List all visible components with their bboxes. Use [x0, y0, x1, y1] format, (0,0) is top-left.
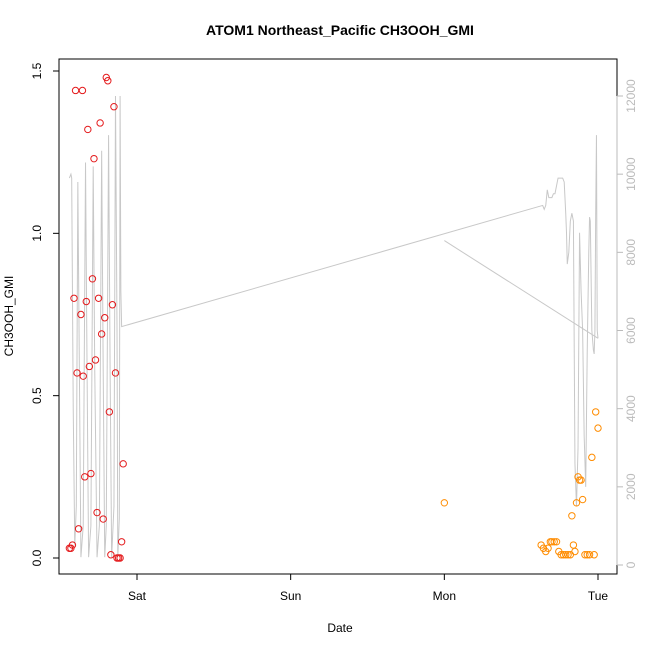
- data-point-series-2: [557, 551, 565, 559]
- y2-tick-label: 12000: [624, 79, 638, 113]
- y2-tick-label: 2000: [624, 473, 638, 500]
- data-point-series-1: [117, 538, 126, 546]
- chart-title: ATOM1 Northeast_Pacific CH3OOH_GMI: [206, 22, 474, 38]
- y2-tick-label: 8000: [624, 239, 638, 266]
- data-point-series-1: [93, 508, 101, 517]
- data-point-series-2: [564, 551, 572, 559]
- data-point-series-1: [70, 294, 78, 302]
- data-point-series-2: [569, 541, 578, 549]
- data-point-series-2: [581, 551, 589, 559]
- y-tick-label: 1.0: [30, 225, 44, 242]
- x-tick-label: Sun: [280, 589, 301, 603]
- data-point-series-2: [440, 499, 449, 507]
- data-point-series-1: [81, 473, 89, 481]
- data-point-series-1: [105, 408, 114, 416]
- data-point-series-2: [544, 544, 552, 552]
- data-point-series-1: [78, 86, 87, 95]
- data-point-series-1: [84, 125, 92, 134]
- y-axis-right: 0 2000 4000 6000 8000 10000 12000: [616, 79, 638, 568]
- data-point-series-2: [562, 551, 570, 559]
- x-tick-label: Mon: [433, 589, 456, 603]
- data-point-series-1: [88, 275, 97, 283]
- data-point-series-1: [73, 369, 81, 377]
- data-point-series-1: [104, 77, 112, 85]
- data-point-series-1: [71, 86, 80, 95]
- y2-tick-label: 0: [624, 561, 638, 568]
- data-point-series-2: [552, 538, 561, 546]
- data-point-series-1: [68, 541, 77, 549]
- x-axis: Sat Sun Mon Tue: [128, 573, 609, 603]
- points-layer: [65, 73, 602, 562]
- data-point-series-2: [585, 551, 594, 559]
- plot-box: [58, 58, 618, 575]
- data-point-series-1: [79, 372, 87, 380]
- data-point-series-1: [91, 356, 100, 364]
- data-point-series-1: [77, 310, 85, 319]
- data-point-series-1: [111, 369, 120, 377]
- data-point-series-2: [572, 499, 581, 507]
- y2-tick-label: 6000: [624, 317, 638, 344]
- data-point-series-1: [101, 314, 109, 322]
- altitude-line: [68, 95, 599, 558]
- y2-tick-label: 10000: [624, 157, 638, 191]
- x-tick-label: Sat: [128, 589, 147, 603]
- data-point-series-2: [571, 547, 579, 556]
- data-point-series-1: [99, 515, 107, 523]
- y2-tick-label: 4000: [624, 395, 638, 422]
- y-tick-label: 0.5: [30, 387, 44, 404]
- altitude-line-segment: [444, 240, 599, 339]
- data-point-series-1: [82, 297, 90, 306]
- y-tick-label: 0.0: [30, 549, 44, 566]
- y-axis-left: 0.0 0.5 1.0 1.5: [30, 62, 60, 566]
- data-point-series-2: [583, 551, 591, 559]
- data-point-series-1: [90, 154, 98, 163]
- data-point-series-1: [110, 103, 118, 111]
- data-point-series-1: [85, 362, 94, 371]
- data-point-series-2: [578, 495, 587, 504]
- data-point-series-2: [568, 512, 576, 520]
- data-point-series-2: [559, 551, 568, 559]
- data-point-series-1: [97, 330, 106, 338]
- data-point-series-2: [591, 408, 600, 416]
- data-point-series-2: [590, 551, 598, 559]
- data-point-series-2: [550, 538, 558, 546]
- data-point-series-1: [94, 294, 103, 302]
- data-point-series-2: [588, 453, 596, 462]
- y-tick-label: 1.5: [30, 62, 44, 79]
- altitude-line-layer: [68, 95, 599, 558]
- y-axis-label: CH3OOH_GMI: [2, 276, 16, 357]
- data-point-series-1: [108, 301, 117, 309]
- data-point-series-2: [594, 424, 602, 432]
- data-point-series-2: [548, 538, 556, 546]
- data-point-series-1: [87, 469, 95, 478]
- data-point-series-1: [116, 554, 124, 562]
- data-point-series-1: [74, 525, 83, 533]
- data-point-series-2: [577, 476, 585, 484]
- x-axis-label: Date: [327, 621, 353, 635]
- x-tick-label: Tue: [588, 589, 609, 603]
- data-point-series-1: [107, 551, 115, 559]
- data-point-series-1: [96, 119, 104, 127]
- data-point-series-1: [119, 460, 127, 468]
